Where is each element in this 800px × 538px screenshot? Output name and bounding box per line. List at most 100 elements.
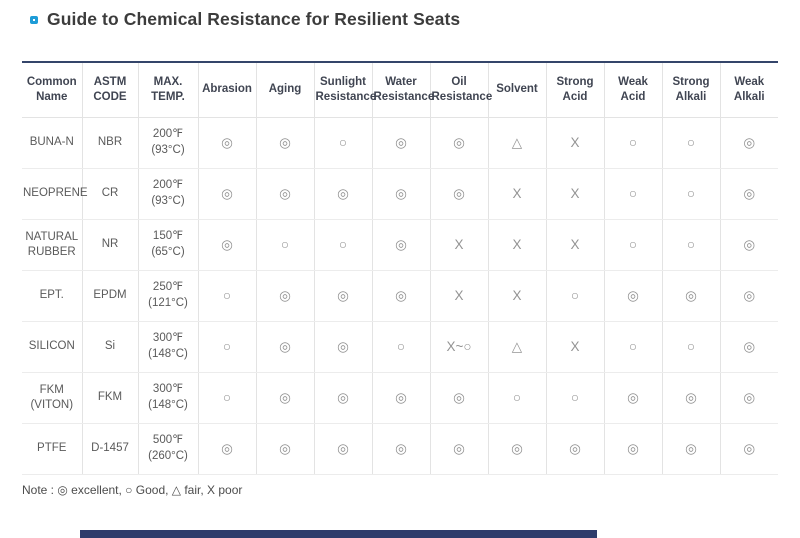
rating-cell-oil-resistance: X~○: [430, 321, 489, 373]
column-header-strong-acid: Strong Acid: [546, 62, 605, 118]
rating-cell-strong-acid: X: [546, 219, 605, 271]
rating-cell-oil-resistance: ◎: [430, 117, 489, 169]
max-temp-cell: 500℉ (260°C): [138, 423, 199, 475]
common-name-cell: FKM (VITON): [22, 372, 83, 424]
rating-cell-strong-acid: X: [546, 117, 605, 169]
table-row-neoprene: NEOPRENE CR 200℉ (93°C) ◎ ◎ ◎ ◎ ◎ X X ○ ○ ◎: [22, 168, 778, 220]
rating-cell-strong-alkali: ○: [662, 321, 721, 373]
rating-cell-abrasion: ○: [198, 270, 257, 322]
rating-cell-solvent: ○: [488, 372, 547, 424]
rating-cell-water-resistance: ◎: [372, 219, 431, 271]
rating-cell-aging: ◎: [256, 372, 315, 424]
common-name-cell: BUNA-N: [22, 117, 83, 169]
max-temp-cell: 300℉ (148°C): [138, 372, 199, 424]
table-header-row: Common Name ASTM CODE MAX. TEMP. Abrasion Ag…: [22, 62, 778, 118]
bottom-navy-bar: [80, 530, 597, 538]
rating-cell-strong-alkali: ◎: [662, 372, 721, 424]
rating-cell-solvent: X: [488, 219, 547, 271]
rating-cell-weak-acid: ◎: [604, 423, 663, 475]
rating-cell-aging: ◎: [256, 270, 315, 322]
rating-cell-strong-acid: ○: [546, 270, 605, 322]
rating-cell-weak-acid: ◎: [604, 372, 663, 424]
rating-cell-abrasion: ◎: [198, 423, 257, 475]
page-title: Guide to Chemical Resistance for Resilie…: [47, 9, 461, 29]
rating-cell-weak-alkali: ◎: [720, 321, 778, 373]
rating-cell-weak-alkali: ◎: [720, 372, 778, 424]
rating-cell-aging: ○: [256, 219, 315, 271]
rating-cell-abrasion: ◎: [198, 117, 257, 169]
column-header-oil-resistance: Oil Resistance: [430, 62, 492, 118]
column-header-common-name: Common Name: [22, 62, 83, 118]
column-header-strong-alkali: Strong Alkali: [662, 62, 721, 118]
astm-code-cell: EPDM: [82, 270, 139, 322]
rating-cell-sunlight-resistance: ○: [314, 117, 373, 169]
rating-cell-strong-alkali: ○: [662, 168, 721, 220]
rating-cell-aging: ◎: [256, 117, 315, 169]
rating-cell-aging: ◎: [256, 168, 315, 220]
max-temp-cell: 300℉ (148°C): [138, 321, 199, 373]
rating-cell-aging: ◎: [256, 321, 315, 373]
rating-cell-abrasion: ◎: [198, 219, 257, 271]
astm-code-cell: NBR: [82, 117, 139, 169]
chemical-resistance-table: Common Name ASTM CODE MAX. TEMP. Abrasion Ag…: [22, 61, 778, 475]
column-header-water-resistance: Water Resistance: [372, 62, 434, 118]
table-row-ept: EPT. EPDM 250℉ (121°C) ○ ◎ ◎ ◎ X X ○ ◎ ◎ ◎: [22, 270, 778, 322]
rating-cell-water-resistance: ◎: [372, 372, 431, 424]
column-header-sunlight-resistance: Sunlight Resistance: [314, 62, 376, 118]
max-temp-cell: 200℉ (93°C): [138, 168, 199, 220]
table-row-natural-rubber: NATURAL RUBBER NR 150℉ (65°C) ◎ ○ ○ ◎ X X X ○ ○ ◎: [22, 219, 778, 271]
page-header: Guide to Chemical Resistance for Resilie…: [30, 9, 800, 30]
column-header-max-temp: MAX. TEMP.: [138, 62, 199, 118]
astm-code-cell: Si: [82, 321, 139, 373]
rating-cell-water-resistance: ◎: [372, 117, 431, 169]
rating-cell-solvent: △: [488, 117, 547, 169]
rating-cell-aging: ◎: [256, 423, 315, 475]
rating-cell-oil-resistance: ◎: [430, 372, 489, 424]
rating-cell-oil-resistance: ◎: [430, 423, 489, 475]
astm-code-cell: FKM: [82, 372, 139, 424]
rating-cell-solvent: △: [488, 321, 547, 373]
rating-cell-weak-alkali: ◎: [720, 219, 778, 271]
rating-cell-strong-acid: ○: [546, 372, 605, 424]
max-temp-cell: 150℉ (65°C): [138, 219, 199, 271]
rating-cell-oil-resistance: X: [430, 219, 489, 271]
rating-cell-solvent: ◎: [488, 423, 547, 475]
table-row-silicon: SILICON Si 300℉ (148°C) ○ ◎ ◎ ○ X~○ △ X ○ ○ ◎: [22, 321, 778, 373]
rating-cell-weak-acid: ○: [604, 219, 663, 271]
rating-cell-strong-acid: X: [546, 321, 605, 373]
rating-cell-solvent: X: [488, 168, 547, 220]
rating-cell-abrasion: ○: [198, 321, 257, 373]
rating-cell-oil-resistance: ◎: [430, 168, 489, 220]
rating-cell-water-resistance: ◎: [372, 270, 431, 322]
rating-cell-water-resistance: ○: [372, 321, 431, 373]
rating-cell-water-resistance: ◎: [372, 423, 431, 475]
rating-cell-strong-alkali: ◎: [662, 423, 721, 475]
column-header-aging: Aging: [256, 62, 315, 118]
column-header-weak-alkali: Weak Alkali: [720, 62, 778, 118]
rating-cell-sunlight-resistance: ◎: [314, 321, 373, 373]
column-header-solvent: Solvent: [488, 62, 547, 118]
column-header-weak-acid: Weak Acid: [604, 62, 663, 118]
rating-cell-weak-alkali: ◎: [720, 270, 778, 322]
max-temp-cell: 250℉ (121°C): [138, 270, 199, 322]
rating-cell-strong-alkali: ◎: [662, 270, 721, 322]
rating-cell-weak-acid: ○: [604, 321, 663, 373]
rating-cell-oil-resistance: X: [430, 270, 489, 322]
table-row-ptfe: PTFE D-1457 500℉ (260°C) ◎ ◎ ◎ ◎ ◎ ◎ ◎ ◎ ◎ ◎: [22, 423, 778, 475]
rating-cell-sunlight-resistance: ◎: [314, 168, 373, 220]
rating-cell-weak-acid: ○: [604, 117, 663, 169]
title-bullet-icon: [30, 15, 38, 24]
column-header-abrasion: Abrasion: [198, 62, 257, 118]
rating-cell-weak-alkali: ◎: [720, 423, 778, 475]
table-row-buna-n: BUNA-N NBR 200℉ (93°C) ◎ ◎ ○ ◎ ◎ △ X ○ ○ ◎: [22, 117, 778, 169]
astm-code-cell: CR: [82, 168, 139, 220]
rating-cell-weak-acid: ○: [604, 168, 663, 220]
rating-cell-sunlight-resistance: ○: [314, 219, 373, 271]
common-name-cell: PTFE: [22, 423, 83, 475]
rating-cell-weak-acid: ◎: [604, 270, 663, 322]
rating-cell-solvent: X: [488, 270, 547, 322]
astm-code-cell: D-1457: [82, 423, 139, 475]
rating-cell-sunlight-resistance: ◎: [314, 372, 373, 424]
rating-cell-strong-alkali: ○: [662, 117, 721, 169]
rating-cell-weak-alkali: ◎: [720, 117, 778, 169]
